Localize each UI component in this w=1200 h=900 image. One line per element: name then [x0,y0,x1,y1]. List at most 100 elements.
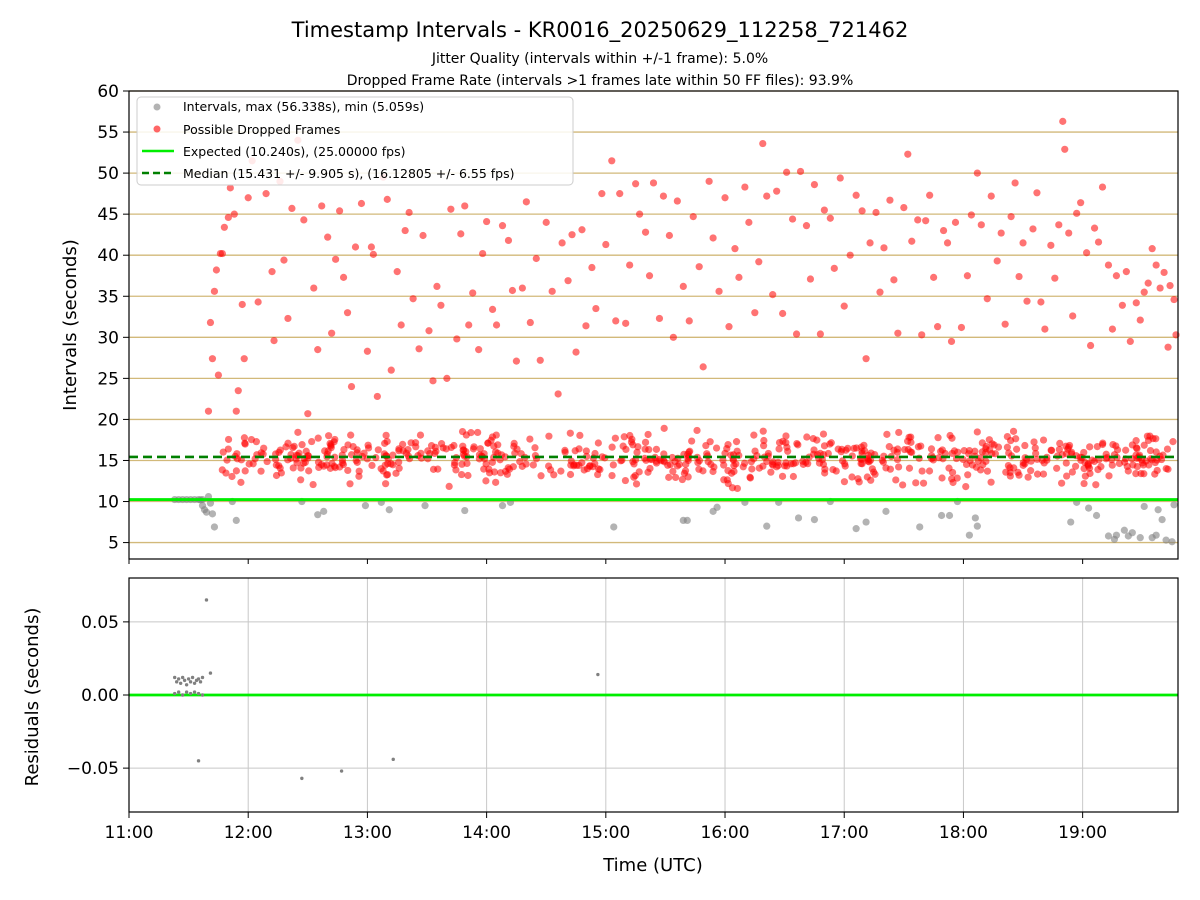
dropped-frame-point [233,450,241,458]
dropped-frame-point [820,206,828,214]
dropped-frame-point [1031,444,1039,452]
x-tick-label: 19:00 [1058,823,1107,843]
intervals-x-ticks [128,559,1084,564]
dropped-frame-point [383,437,391,446]
residual-point [596,672,600,677]
dropped-frame-point [689,213,697,221]
dropped-frame-point [1151,458,1159,467]
dropped-frame-point [357,199,366,208]
dropped-frame-point [735,273,743,281]
dropped-frame-point [1122,446,1130,454]
dropped-frame-point [783,443,791,451]
dropped-frame-point [290,442,298,450]
intervals-y-tick-label: 25 [97,369,119,389]
dropped-frame-point [1109,440,1117,449]
dropped-frame-point [665,231,673,240]
legend-label-expected: Expected (10.240s), (25.00000 fps) [183,144,405,159]
dropped-frame-point [866,239,874,247]
dropped-frame-point [1033,189,1041,197]
dropped-frame-point [1145,461,1153,469]
dropped-frame-point [852,444,861,452]
dropped-frame-point [284,439,292,447]
dropped-frame-point [289,464,297,472]
interval-point [1154,506,1162,514]
dropped-frame-point [395,445,403,453]
residual-point [188,680,193,684]
dropped-frame-point [779,309,787,318]
dropped-frame-point [644,430,652,439]
dropped-frame-point [387,366,395,374]
dropped-frame-point [260,444,268,452]
dropped-frame-point [990,441,998,449]
dropped-frame-point [550,471,558,479]
dropped-frame-point [665,473,673,481]
dropped-frame-point [907,438,915,446]
dropped-frame-point [1137,469,1145,478]
dropped-frame-point [210,287,219,295]
dropped-frame-point [228,472,236,481]
interval-point [1092,511,1101,520]
dropped-frame-point [1132,299,1140,307]
dropped-frame-point [669,333,677,341]
dropped-frame-point [230,210,238,218]
dropped-frame-point [1108,325,1117,333]
dropped-frame-point [268,268,276,276]
dropped-frame-point [1133,462,1141,471]
intervals-y-tick-label: 50 [97,164,119,184]
dropped-frame-point [453,335,461,343]
dropped-frame-point [1058,479,1066,487]
intervals-points [171,493,1178,546]
dropped-frame-point [918,331,926,339]
dropped-frame-point [699,467,707,475]
dropped-frame-point [204,407,213,415]
residual-point [200,693,205,697]
dropped-frame-point [922,217,930,225]
dropped-frame-point [288,204,296,213]
dropped-frame-point [331,435,339,444]
dropped-frame-point [810,181,819,189]
dropped-frame-point [848,473,856,481]
intervals-y-axis-label: Intervals (seconds) [60,239,81,411]
dropped-frame-point [894,329,902,337]
dropped-frame-point [304,410,312,418]
dropped-frame-point [326,464,334,472]
x-tick-label: 11:00 [105,823,154,843]
dropped-frame-point [759,462,767,470]
dropped-frame-point [794,441,802,449]
dropped-frame-point [1041,325,1049,333]
dropped-frame-point [927,445,936,453]
dropped-frame-point [803,433,811,441]
dropped-frame-point [1162,465,1170,473]
dropped-frame-point [751,309,759,317]
dropped-frame-point [300,216,308,224]
dropped-frame-point [699,363,707,371]
dropped-frame-point [382,431,390,439]
dropped-frame-point [675,460,683,469]
interval-point [1158,515,1166,524]
dropped-frame-point [930,273,938,281]
dropped-frame-point [488,433,497,441]
residual-point [300,776,304,781]
dropped-frame-point [310,284,318,292]
dropped-frame-point [876,288,884,296]
dropped-frame-point [1007,213,1015,221]
dropped-frame-point [1143,432,1152,440]
dropped-frame-point [695,263,703,271]
dropped-frame-point [1004,461,1012,470]
residuals-y-tick-label: 0.00 [81,686,119,706]
residuals-y-ticks: −0.05 0.00 0.05 [67,613,129,779]
dropped-frame-point [488,305,497,313]
dropped-frame-point [693,426,701,435]
dropped-frame-point [318,202,326,210]
dropped-frame-point [343,309,352,317]
dropped-frame-point [373,392,381,401]
dropped-frame-point [241,439,249,447]
dropped-frame-point [858,207,866,215]
dropped-frame-point [832,467,840,475]
dropped-frame-point [1047,446,1055,454]
dropped-frame-point [554,390,562,398]
dropped-frame-point [802,458,810,466]
dropped-frame-point [1148,245,1156,253]
dropped-frame-point [912,479,920,487]
dropped-frame-point [732,438,741,446]
